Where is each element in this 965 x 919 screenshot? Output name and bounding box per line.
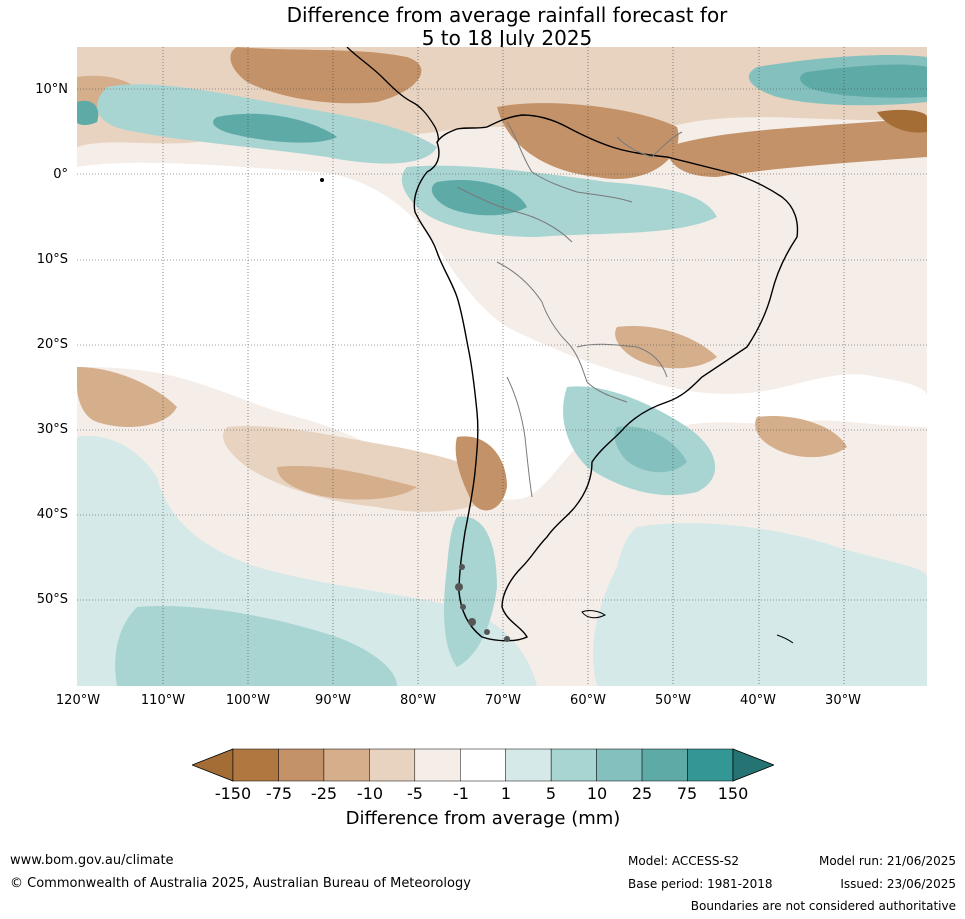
colorbar-tick: -10 — [356, 784, 384, 803]
colorbar-tick: -75 — [265, 784, 293, 803]
galapagos-islands — [320, 178, 324, 182]
colorbar-tick: -1 — [453, 784, 469, 803]
lon-label-110w: 110°W — [140, 693, 186, 708]
lat-label-10s: 10°S — [36, 252, 68, 267]
footer-copyright: © Commonwealth of Australia 2025, Austra… — [10, 876, 471, 891]
region-teal-uruguay-core — [614, 426, 687, 473]
region-deepteal-pacific — [213, 113, 337, 143]
lon-label-30w: 30°W — [825, 693, 861, 708]
lat-label-40s: 40°S — [36, 507, 68, 522]
footer-model: Model: ACCESS-S2 — [628, 854, 740, 868]
region-darkbrown-atlantic — [877, 109, 927, 133]
south-america-coastline — [413, 114, 799, 642]
colorbar-tick: -150 — [214, 784, 252, 803]
colorbar-tick: 5 — [545, 784, 557, 803]
lat-label-0: 0° — [53, 167, 68, 182]
region-brown-s-atlantic — [755, 416, 847, 458]
colorbar-tick: 10 — [586, 784, 608, 803]
colorbar-extend-high — [732, 748, 774, 782]
tierra-del-fuego — [455, 564, 510, 642]
region-brown-sw-pacific — [77, 367, 177, 427]
lon-label-80w: 80°W — [400, 693, 436, 708]
lat-label-20s: 20°S — [36, 337, 68, 352]
colorbar-swatch — [687, 748, 734, 782]
colorbar-tick: -5 — [407, 784, 423, 803]
colorbar-tick: -25 — [310, 784, 338, 803]
colorbar-swatch — [232, 748, 279, 782]
rainfall-map — [77, 47, 927, 686]
region-teal-far-west — [77, 100, 99, 126]
footer-issued: Issued: 23/06/2025 — [840, 877, 956, 891]
region-near-normal-pacific — [167, 214, 368, 370]
region-deepteal-atlantic — [800, 64, 927, 98]
colorbar-tick: 1 — [500, 784, 512, 803]
region-lightteal-s-atlantic — [593, 523, 927, 686]
colorbar-swatch — [596, 748, 643, 782]
central-america-coastline — [346, 47, 439, 143]
colorbar-tick: 25 — [631, 784, 653, 803]
lat-label-10n: 10°N — [35, 82, 68, 97]
colorbar-extend-low — [192, 748, 234, 782]
colorbar-swatch — [323, 748, 370, 782]
colorbar-tick: 150 — [717, 784, 749, 803]
region-tan-se-pacific — [223, 426, 507, 512]
map-title: Difference from average rainfall forecas… — [0, 4, 965, 50]
region-brown-chile — [455, 436, 507, 511]
south-georgia — [776, 634, 794, 644]
region-tan-patagonia — [517, 516, 597, 630]
colorbar-swatch — [550, 748, 597, 782]
graticule — [77, 47, 927, 686]
lon-label-40w: 40°W — [740, 693, 776, 708]
lon-label-100w: 100°W — [225, 693, 271, 708]
colorbar-tick: 75 — [676, 784, 698, 803]
country-borders — [456, 121, 683, 498]
lat-label-50s: 50°S — [36, 592, 68, 607]
colorbar-swatches — [192, 748, 774, 782]
colorbar-label: Difference from average (mm) — [345, 808, 621, 829]
region-brown-amazon — [497, 103, 679, 179]
colorbar — [192, 748, 774, 782]
colorbar-swatch — [505, 748, 552, 782]
title-line-1: Difference from average rainfall forecas… — [286, 3, 728, 27]
lon-label-70w: 70°W — [485, 693, 521, 708]
title-line-2: 5 to 18 July 2025 — [421, 26, 593, 50]
region-brown-atlantic — [667, 117, 927, 177]
falkland-islands — [581, 610, 606, 619]
footer-url[interactable]: www.bom.gov.au/climate — [10, 853, 174, 868]
footer-boundaries-note: Boundaries are not considered authoritat… — [690, 899, 956, 913]
lat-label-30s: 30°S — [36, 422, 68, 437]
region-brown-brazil — [615, 326, 717, 369]
colorbar-swatch — [414, 748, 461, 782]
colorbar-swatch — [641, 748, 688, 782]
colorbar-swatch — [278, 748, 325, 782]
lon-label-60w: 60°W — [570, 693, 606, 708]
map-canvas — [77, 47, 927, 686]
region-teal-patagonia-w — [444, 516, 497, 667]
lon-label-90w: 90°W — [315, 693, 351, 708]
region-teal-south-pacific — [115, 606, 398, 686]
lon-label-120w: 120°W — [55, 693, 101, 708]
colorbar-swatch — [369, 748, 416, 782]
region-brown-se-pacific — [277, 466, 417, 500]
lon-label-50w: 50°W — [655, 693, 691, 708]
footer-model-run: Model run: 21/06/2025 — [818, 854, 956, 868]
footer-base-period: Base period: 1981-2018 — [628, 877, 773, 891]
colorbar-swatch — [460, 748, 506, 782]
